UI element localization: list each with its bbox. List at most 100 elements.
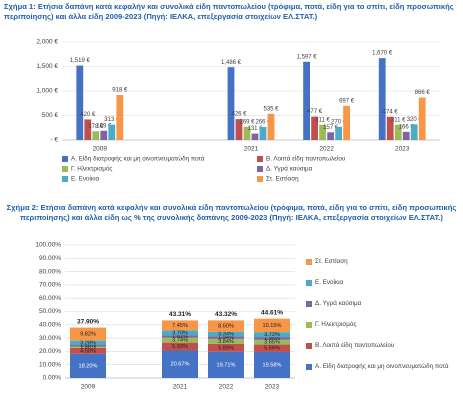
bar-segment (70, 347, 106, 354)
data-label: 3.84% (218, 339, 234, 345)
legend-item: Ε. Ενοίκια (315, 279, 344, 286)
data-label: 426 € (231, 112, 247, 118)
bar-segment (208, 338, 244, 344)
bar (394, 124, 402, 140)
bar-segment (208, 320, 244, 332)
legend-label: Στ. Εστίαση (315, 258, 348, 265)
bar (251, 133, 259, 140)
data-label: 166 € (399, 124, 415, 130)
legend-label: Στ. Εστίαση (266, 175, 299, 183)
legend-label: Δ. Υγρά καύσιμα (315, 300, 362, 307)
data-label: 477 € (307, 109, 323, 115)
y-tick-label: 20.00% (39, 348, 61, 355)
data-label: 3.34% (218, 332, 234, 338)
bar (92, 131, 100, 140)
bar-segment (208, 343, 244, 352)
bar-segment (70, 346, 106, 348)
y-tick-label: 10.00% (39, 361, 61, 368)
data-label: 4.50% (80, 348, 96, 354)
data-label: 313 € (104, 117, 120, 123)
bar (84, 119, 92, 140)
bar (259, 126, 267, 140)
bar-segment (254, 318, 290, 333)
data-label: 5.89% (218, 345, 234, 351)
bar-segment (254, 332, 290, 338)
x-tick-label: 2021 (244, 146, 259, 153)
bar-segment (254, 337, 290, 340)
bar-segment (162, 320, 198, 331)
legend-swatch (306, 343, 312, 349)
data-label: 1.10% (80, 343, 96, 349)
x-tick-label: 2009 (81, 384, 96, 391)
bar (335, 126, 342, 140)
y-tick-label: 30.00% (39, 335, 61, 342)
bar (386, 116, 394, 140)
legend-swatch (257, 176, 263, 182)
data-label: 19.71% (217, 362, 236, 368)
data-label: 266 € (255, 120, 271, 126)
bar (267, 113, 275, 140)
bar-segment (208, 351, 244, 378)
legend-swatch (62, 166, 68, 172)
data-label: 311 € (315, 117, 330, 123)
bar (243, 126, 251, 140)
bar (327, 132, 334, 140)
y-tick-label: 500 € (42, 112, 59, 119)
bar-segment (254, 339, 290, 345)
y-tick-label: 80.00% (39, 268, 61, 275)
legend-item: Στ. Εστίαση (315, 258, 348, 265)
bar (343, 105, 350, 140)
data-label: 535 € (263, 106, 279, 112)
bar (235, 119, 243, 140)
bar-segment (162, 337, 198, 343)
legend-swatch (257, 156, 263, 162)
legend-item: Α. Είδη διατροφής και μη οινοπνευματώδη … (315, 363, 449, 370)
data-label: 178 € (88, 124, 104, 130)
bar (303, 61, 310, 140)
data-label: 1,670 € (372, 51, 393, 57)
bar-segment (254, 344, 290, 352)
data-label: 320 € (407, 117, 423, 123)
x-tick-label: 2022 (219, 384, 234, 391)
y-tick-label: 1,000 € (36, 88, 58, 95)
x-tick-label: 2021 (173, 384, 188, 391)
bar (319, 124, 326, 140)
y-tick-label: 100.00% (35, 242, 61, 249)
data-label: 9.82% (80, 332, 96, 338)
data-label: 866 € (415, 90, 431, 96)
data-label: 474 € (383, 109, 399, 115)
data-label: 1.00% (80, 345, 96, 351)
legend-swatch (306, 280, 312, 286)
legend-item: Β. Λοιπά είδη παντοπωλείου (315, 342, 394, 349)
x-tick-label: 2023 (395, 146, 410, 153)
total-label: 37.90% (77, 318, 99, 325)
data-label: 20.67% (171, 362, 190, 368)
data-label: 3.70% (172, 330, 188, 336)
legend-label: Δ. Υγρά καύσιμα (266, 165, 313, 173)
data-label: 8.60% (218, 324, 234, 330)
y-tick-label: 90.00% (39, 255, 61, 262)
data-label: 131 € (247, 126, 263, 132)
y-tick-label: 1,500 € (36, 63, 58, 70)
bar-segment (208, 331, 244, 337)
data-label: 1.95% (264, 336, 280, 342)
data-label: 3.28% (80, 340, 96, 346)
data-label: 918 € (112, 88, 128, 94)
data-label: 3.65% (264, 340, 280, 346)
data-label: 5.93% (172, 344, 188, 350)
legend-item: Δ. Υγρά καύσιμα (315, 300, 362, 307)
bar-segment (162, 350, 198, 378)
bar (227, 67, 235, 140)
bar-segment (162, 342, 198, 351)
data-label: 157 € (323, 125, 339, 131)
bar (410, 124, 418, 140)
bar (378, 58, 386, 140)
legend-item: Γ. Ηλεκτρισμός (315, 321, 356, 328)
data-label: 7.45% (172, 323, 188, 329)
chart-title: Σχήμα 1: Ετήσια δαπάνη κατά κεφαλήν και … (4, 2, 454, 21)
legend-label: Ε. Ενοίκια (315, 279, 344, 286)
bar (76, 65, 84, 140)
data-label: 269 € (239, 119, 255, 125)
x-tick-label: 2023 (265, 384, 280, 391)
